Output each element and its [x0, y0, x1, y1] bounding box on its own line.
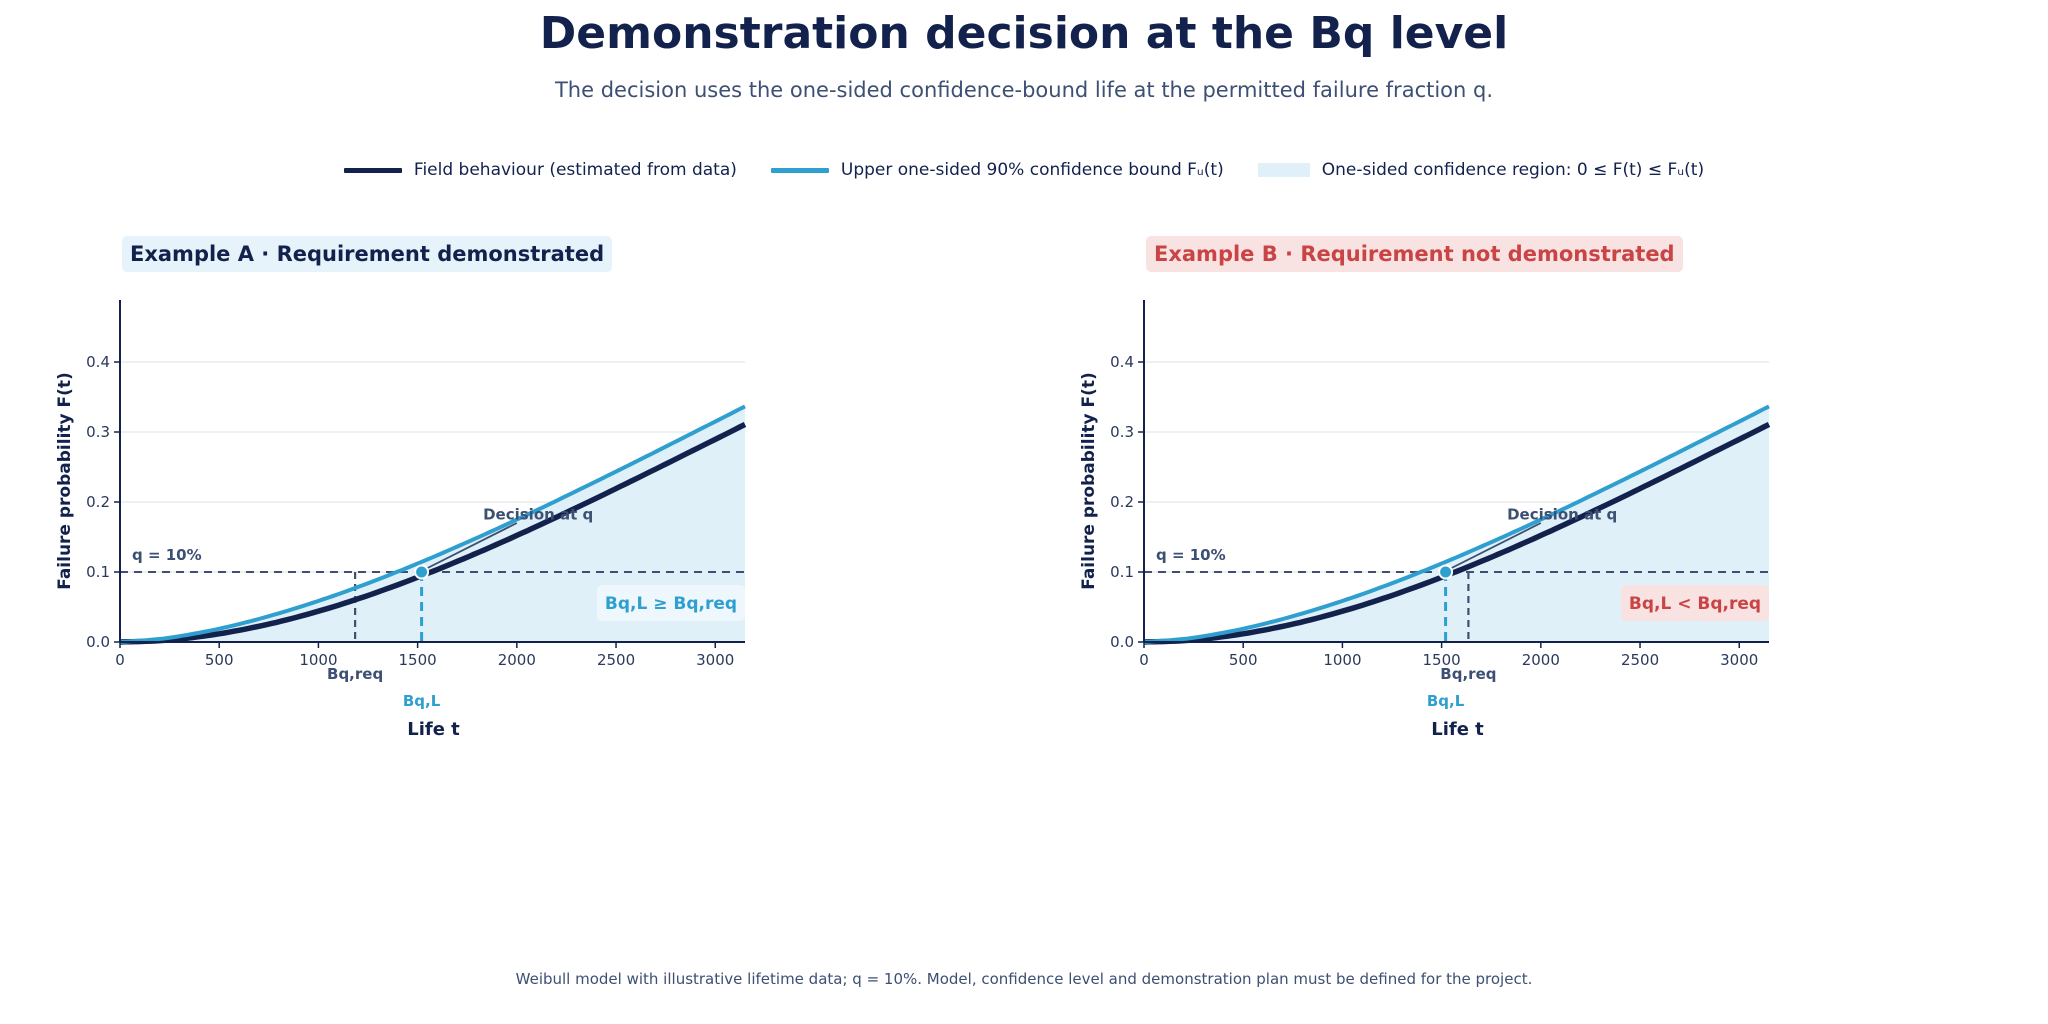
verdict-label-a: Bq,L ≥ Bq,req: [605, 594, 737, 614]
bq-l-label-b: Bq,L: [1427, 692, 1465, 710]
bound-curve-b: [1143, 404, 1770, 644]
chart-panel-a: Example A · Requirement demonstrated q =…: [0, 230, 1000, 950]
x-tick-label-a-6: 3000: [696, 651, 734, 669]
y-tick-label-b-1: 0.1: [1110, 563, 1134, 581]
legend-swatch-field: [343, 167, 402, 173]
y-axis-title-b: Failure probability F(t): [1079, 372, 1099, 590]
x-tick-label-b-0: 0: [1139, 651, 1149, 669]
page-subtitle: The decision uses the one-sided confiden…: [554, 78, 1494, 102]
y-tick-label-b-3: 0.3: [1110, 423, 1134, 441]
bq-l-label-a: Bq,L: [403, 692, 441, 710]
legend-label-region: One-sided confidence region: 0 ≤ F(t) ≤ …: [1321, 160, 1705, 180]
verdict-label-b: Bq,L < Bq,req: [1629, 594, 1761, 614]
q-label-a: q = 10%: [132, 546, 202, 564]
chart-panel-b: Example B · Requirement not demonstrated…: [1024, 230, 2024, 950]
bq-req-label-a: Bq,req: [327, 665, 383, 683]
field-curve-b: [1143, 421, 1771, 645]
x-tick-label-b-4: 2000: [1522, 651, 1560, 669]
x-tick-label-a-0: 0: [115, 651, 125, 669]
y-tick-label-b-0: 0.0: [1110, 633, 1134, 651]
y-tick-label-a-1: 0.1: [86, 563, 110, 581]
x-axis-title-b: Life t: [1431, 719, 1484, 740]
decision-marker-a: [414, 564, 430, 580]
y-tick-label-a-2: 0.2: [86, 493, 110, 511]
decision-label-b: Decision at q: [1507, 506, 1617, 524]
verdict-badge-b: [1621, 585, 1769, 621]
legend-item-field: Field behaviour (estimated from data): [343, 160, 737, 180]
decision-arrow-a: [425, 522, 518, 570]
legend-swatch-region: [1257, 163, 1310, 177]
x-tick-label-b-5: 2500: [1621, 651, 1659, 669]
legend-item-region: One-sided confidence region: 0 ≤ F(t) ≤ …: [1257, 160, 1705, 180]
bq-req-label-b: Bq,req: [1440, 665, 1496, 683]
decision-marker-b: [1438, 564, 1454, 580]
legend: Field behaviour (estimated from data) Up…: [0, 160, 2048, 180]
confidence-region-b: [1144, 406, 1769, 642]
legend-item-bound: Upper one-sided 90% confidence bound Fᵤ(…: [770, 160, 1224, 180]
x-tick-label-a-5: 2500: [597, 651, 635, 669]
page-title: Demonstration decision at the Bq level: [539, 8, 1509, 59]
x-tick-label-b-3: 1500: [1423, 651, 1461, 669]
y-tick-label-b-4: 0.4: [1110, 353, 1134, 371]
legend-label-field: Field behaviour (estimated from data): [413, 160, 737, 180]
x-tick-label-b-2: 1000: [1323, 651, 1361, 669]
legend-swatch-bound: [770, 167, 829, 173]
footnote: Weibull model with illustrative lifetime…: [515, 970, 1533, 988]
x-tick-label-b-1: 500: [1229, 651, 1258, 669]
y-tick-label-a-3: 0.3: [86, 423, 110, 441]
panel-title-a: Example A · Requirement demonstrated: [122, 236, 613, 272]
chart-a-svg: q = 10% Decision at q 0.0 0.1 0.2 0.3 0.4 0 500 1…: [55, 300, 747, 740]
decision-label-a: Decision at q: [483, 506, 593, 524]
y-axis-title-a: Failure probability F(t): [55, 372, 75, 590]
y-tick-label-a-4: 0.4: [86, 353, 110, 371]
q-label-b: q = 10%: [1156, 546, 1226, 564]
x-tick-label-b-6: 3000: [1720, 651, 1758, 669]
decision-arrow-b: [1449, 522, 1542, 570]
x-axis-title-a: Life t: [407, 719, 460, 740]
legend-label-bound: Upper one-sided 90% confidence bound Fᵤ(…: [840, 160, 1224, 180]
x-tick-label-a-2: 1000: [299, 651, 337, 669]
y-tick-label-a-0: 0.0: [86, 633, 110, 651]
field-curve-a: [119, 421, 747, 645]
y-tick-label-b-2: 0.2: [1110, 493, 1134, 511]
verdict-badge-a: [597, 585, 745, 621]
bound-curve-a: [119, 404, 746, 644]
chart-b-svg: q = 10% Decision at q 0.0 0.1 0.2 0.3 0.4 0 500 1…: [1079, 300, 1771, 740]
x-tick-label-a-4: 2000: [498, 651, 536, 669]
panel-title-b: Example B · Requirement not demonstrated: [1146, 236, 1683, 272]
confidence-region-a: [120, 406, 745, 642]
x-tick-label-a-3: 1500: [399, 651, 437, 669]
x-tick-label-a-1: 500: [205, 651, 234, 669]
